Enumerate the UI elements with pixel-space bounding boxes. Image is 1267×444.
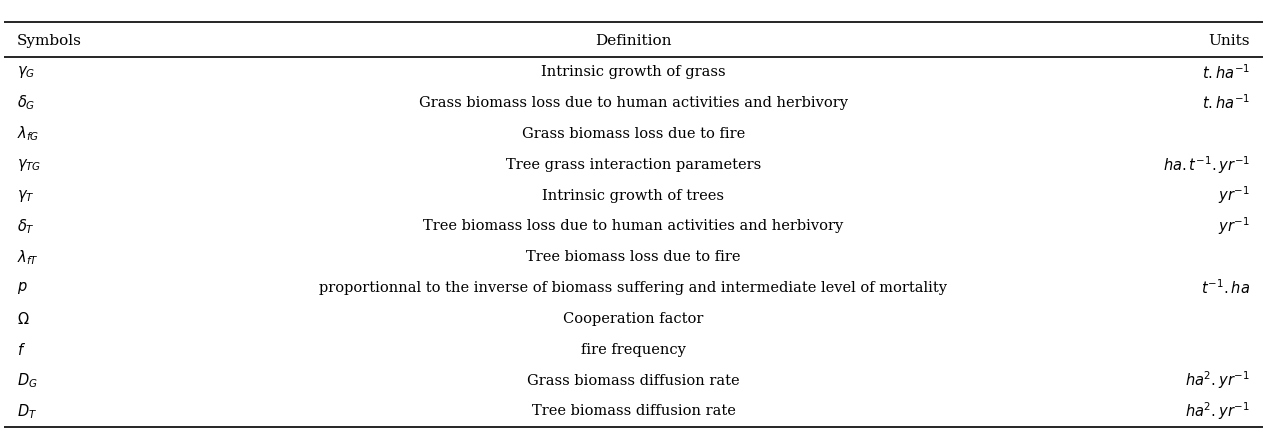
Text: $t^{-1}.ha$: $t^{-1}.ha$ (1201, 279, 1251, 297)
Text: Definition: Definition (595, 34, 672, 48)
Text: $ha.t^{-1}.yr^{-1}$: $ha.t^{-1}.yr^{-1}$ (1163, 154, 1251, 175)
Text: $\gamma_T$: $\gamma_T$ (16, 187, 34, 203)
Text: $\gamma_G$: $\gamma_G$ (16, 64, 35, 80)
Text: Units: Units (1209, 34, 1251, 48)
Text: Symbols: Symbols (16, 34, 81, 48)
Text: Grass biomass diffusion rate: Grass biomass diffusion rate (527, 373, 740, 388)
Text: $\delta_T$: $\delta_T$ (16, 217, 34, 236)
Text: $yr^{-1}$: $yr^{-1}$ (1219, 185, 1251, 206)
Text: $\gamma_{TG}$: $\gamma_{TG}$ (16, 157, 41, 173)
Text: Tree biomass loss due to fire: Tree biomass loss due to fire (526, 250, 741, 264)
Text: $\delta_G$: $\delta_G$ (16, 94, 35, 112)
Text: $yr^{-1}$: $yr^{-1}$ (1219, 215, 1251, 237)
Text: $\lambda_{fT}$: $\lambda_{fT}$ (16, 248, 38, 266)
Text: Tree biomass loss due to human activities and herbivory: Tree biomass loss due to human activitie… (423, 219, 844, 234)
Text: $t.ha^{-1}$: $t.ha^{-1}$ (1202, 63, 1251, 82)
Text: Intrinsic growth of grass: Intrinsic growth of grass (541, 65, 726, 79)
Text: fire frequency: fire frequency (582, 343, 685, 357)
Text: Grass biomass loss due to fire: Grass biomass loss due to fire (522, 127, 745, 141)
Text: $ha^{2}.yr^{-1}$: $ha^{2}.yr^{-1}$ (1185, 370, 1251, 391)
Text: $D_T$: $D_T$ (16, 402, 37, 421)
Text: $\lambda_{fG}$: $\lambda_{fG}$ (16, 124, 39, 143)
Text: Tree grass interaction parameters: Tree grass interaction parameters (506, 158, 761, 172)
Text: Tree biomass diffusion rate: Tree biomass diffusion rate (532, 404, 735, 418)
Text: $f$: $f$ (16, 342, 25, 358)
Text: Intrinsic growth of trees: Intrinsic growth of trees (542, 189, 725, 202)
Text: $ha^{2}.yr^{-1}$: $ha^{2}.yr^{-1}$ (1185, 400, 1251, 422)
Text: Grass biomass loss due to human activities and herbivory: Grass biomass loss due to human activiti… (419, 96, 848, 110)
Text: $\Omega$: $\Omega$ (16, 311, 29, 327)
Text: $p$: $p$ (16, 280, 28, 296)
Text: proportionnal to the inverse of biomass suffering and intermediate level of mort: proportionnal to the inverse of biomass … (319, 281, 948, 295)
Text: Cooperation factor: Cooperation factor (564, 312, 703, 326)
Text: $t.ha^{-1}$: $t.ha^{-1}$ (1202, 94, 1251, 112)
Text: $D_G$: $D_G$ (16, 371, 38, 390)
